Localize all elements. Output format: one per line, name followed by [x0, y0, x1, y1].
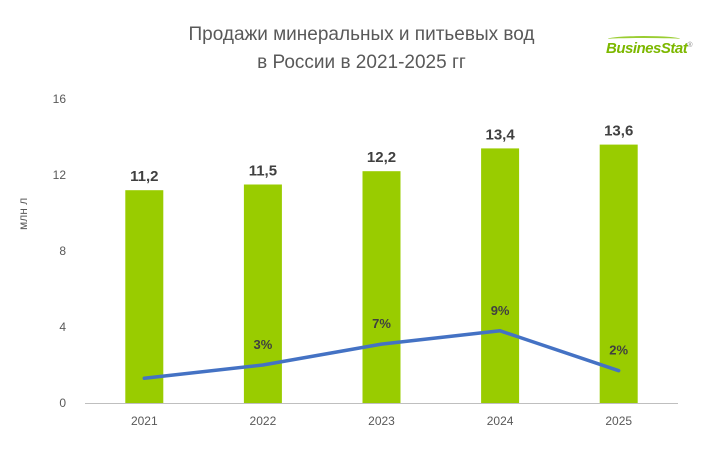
growth-label: 7%	[372, 316, 391, 331]
x-tick-label: 2022	[250, 414, 277, 428]
bar-value-label: 11,5	[249, 163, 277, 180]
chart-title-line-2: в России в 2021-2025 гг	[257, 52, 466, 73]
x-tick-label: 2025	[605, 414, 632, 428]
businesstat-logo: BusinesStat®	[606, 36, 692, 57]
bar-value-label: 12,2	[367, 149, 396, 166]
y-tick-label: 8	[59, 244, 66, 258]
x-tick-label: 2021	[131, 414, 158, 428]
y-tick-label: 4	[59, 320, 66, 334]
logo-swoosh-icon	[608, 36, 680, 42]
x-tick-label: 2023	[368, 414, 395, 428]
bar	[599, 144, 638, 403]
bar-value-label: 13,6	[604, 123, 633, 140]
growth-label: 2%	[609, 343, 628, 358]
logo-text: BusinesStat	[606, 40, 688, 57]
bar	[125, 190, 164, 403]
x-tick-label: 2024	[487, 414, 514, 428]
bar	[243, 184, 282, 403]
y-tick-label: 12	[53, 168, 67, 182]
bar	[481, 148, 520, 403]
bar-value-label: 13,4	[485, 126, 515, 143]
chart-title-line-1: Продажи минеральных и питьевых вод	[188, 24, 535, 45]
bar	[362, 171, 401, 403]
y-tick-label: 16	[53, 92, 67, 106]
logo-registered-mark: ®	[687, 42, 692, 49]
growth-label: 9%	[491, 303, 510, 318]
growth-label: 3%	[254, 337, 273, 352]
bar-value-label: 11,2	[130, 168, 158, 185]
y-tick-label: 0	[59, 396, 66, 410]
